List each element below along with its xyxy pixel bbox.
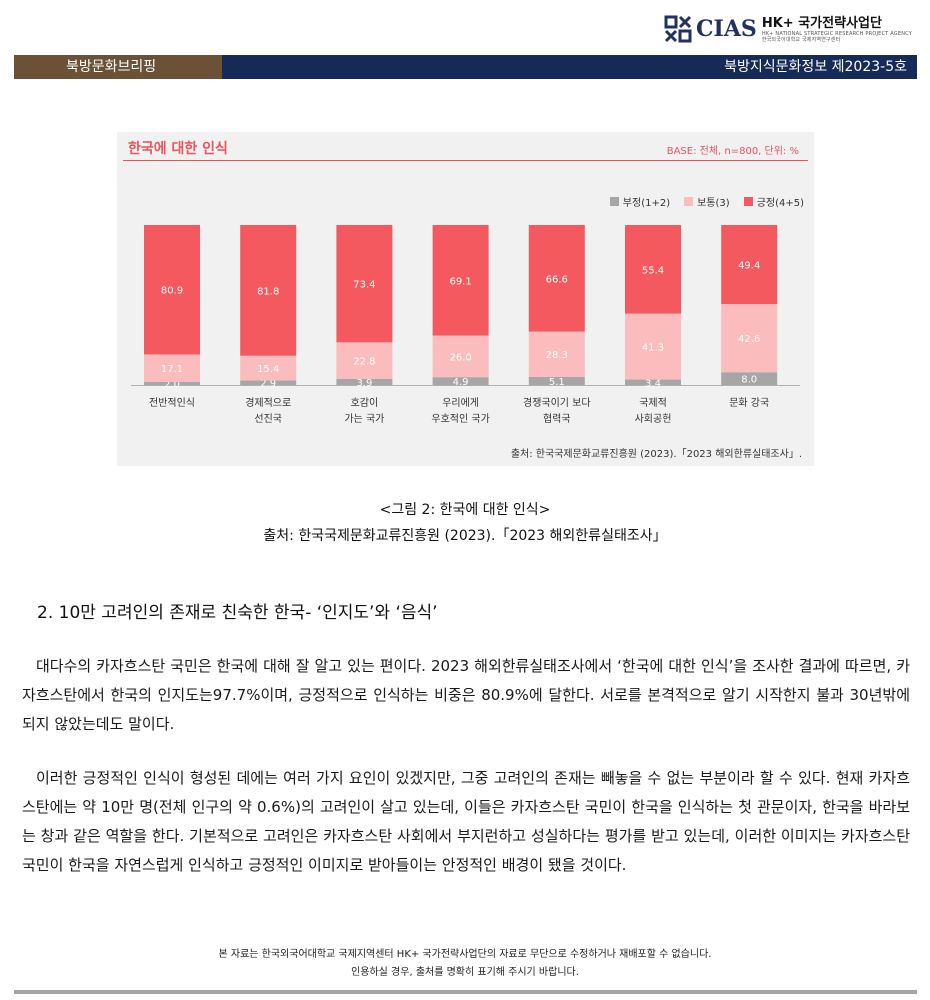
bar-value-label: 41.3 (642, 343, 664, 354)
legend-swatch-neutral (684, 197, 694, 206)
chart-base-note: BASE: 전체, n=800, 단위: % (666, 146, 799, 157)
cias-logo-icon (664, 15, 692, 43)
category-label: 전반적인식 (149, 397, 195, 409)
legend-item-negative: 부정(1+2) (609, 194, 671, 209)
figure-caption: <그림 2: 한국에 대한 인식> (379, 502, 551, 518)
bar-segment (721, 372, 778, 385)
bar-value-label: 49.4 (738, 261, 760, 272)
chart-source: 출처: 한국국제문화교류진흥원 (2023).「2023 해외한류실태조사」. (510, 449, 802, 460)
bar-value-label: 5.1 (549, 377, 565, 388)
bar-segment (336, 342, 393, 379)
category-label: 호감이 (351, 397, 379, 409)
legend-item-neutral: 보통(3) (684, 194, 730, 209)
bar-value-label: 2.9 (260, 379, 276, 390)
section-heading: 2. 10만 고려인의 존재로 친숙한 한국- ‘인지도’와 ‘음식’ (37, 603, 438, 623)
bar-segment (625, 225, 681, 314)
bar-value-label: 22.8 (353, 357, 375, 368)
cias-logo: CIAS HK+ 국가전략사업단 HK+ NATIONAL STRATEGIC … (664, 12, 912, 46)
bar-value-label: 17.1 (161, 364, 183, 375)
bar-segment (432, 377, 489, 385)
legend-label-negative: 부정(1+2) (622, 198, 671, 209)
bar-value-label: 80.9 (161, 286, 183, 297)
footer-note-line-2: 인용하실 경우, 출처를 명확히 표기해 주시기 바랍니다. (351, 967, 579, 978)
bar-segment (240, 355, 297, 381)
bar-value-label: 26.0 (449, 352, 471, 363)
logo-name: CIAS (696, 16, 757, 42)
bar-segment (336, 225, 393, 343)
footer-note-line-1: 본 자료는 한국외국어대학교 국제지역센터 HK+ 국가전략사업단의 자료로 무… (218, 949, 712, 960)
bar-value-label: 4.9 (453, 377, 469, 388)
category-label: 가는 국가 (344, 413, 384, 425)
header-series-name: 북방문화브리핑 (14, 55, 222, 79)
bar-value-label: 8.0 (741, 375, 757, 386)
category-label: 국제적 (639, 397, 667, 409)
category-label: 우리에게 (442, 397, 479, 409)
category-label: 사회공헌 (635, 413, 672, 425)
legend-label-positive: 긍정(4+5) (756, 198, 804, 209)
category-label: 문화 강국 (729, 397, 769, 409)
logo-subtitle-korean: 한국외국어대학교 국제지역연구센터 (761, 36, 841, 43)
bar-value-label: 2.0 (164, 379, 180, 390)
category-label: 협력국 (543, 412, 571, 425)
bar-segment (625, 379, 681, 385)
bar-value-label: 69.1 (449, 276, 471, 287)
chart-title: 한국에 대한 인식 (128, 141, 228, 157)
legend-swatch-negative (609, 197, 619, 206)
bar-segment (144, 381, 200, 385)
bar-segment (528, 331, 585, 377)
bar-segment (240, 380, 297, 385)
header-issue-number: 북방지식문화정보 제2023-5호 (222, 55, 917, 79)
category-label: 경제적으로 (245, 396, 291, 409)
bar-value-label: 81.8 (257, 286, 279, 297)
bar-segment (528, 376, 585, 385)
chart-legend: 부정(1+2) 보통(3) 긍정(4+5) (596, 194, 804, 209)
bar-segment (625, 313, 681, 380)
paragraph-1: 대다수의 카자흐스탄 국민은 한국에 대해 잘 알고 있는 편이다. 2023 … (22, 657, 910, 733)
bar-value-label: 28.3 (546, 350, 568, 361)
bar-segment (721, 304, 778, 373)
bar-segment (240, 225, 297, 356)
legend-label-neutral: 보통(3) (697, 198, 730, 209)
logo-title: HK+ 국가전략사업단 (761, 15, 882, 31)
bar-segment (336, 378, 393, 385)
chart-title-divider (123, 160, 808, 161)
bottom-bar (14, 990, 917, 994)
bar-value-label: 42.6 (738, 334, 760, 345)
category-label: 경쟁국이기 보다 (523, 396, 591, 409)
bar-segment (144, 354, 200, 382)
bar-segment (144, 225, 200, 355)
bar-value-label: 15.4 (257, 364, 279, 375)
bar-value-label: 3.9 (356, 378, 372, 389)
legend-swatch-positive (743, 197, 753, 206)
legend-item-positive: 긍정(4+5) (743, 194, 804, 209)
category-label: 우호적인 국가 (431, 413, 489, 425)
figure-source-caption: 출처: 한국국제문화교류진흥원 (2023).「2023 해외한류실태조사」 (263, 528, 667, 544)
bar-segment (432, 225, 489, 336)
bar-value-label: 73.4 (353, 280, 375, 291)
logo-subtitle: HK+ NATIONAL STRATEGIC RESEARCH PROJECT … (761, 30, 912, 37)
bar-value-label: 3.4 (645, 378, 661, 389)
bar-segment (432, 335, 489, 378)
category-label: 선진국 (254, 413, 282, 425)
paragraph-2: 이러한 긍정적인 인식이 형성된 데에는 여러 가지 요인이 있겠지만, 그중 … (22, 769, 910, 874)
bar-segment (528, 225, 585, 332)
bar-value-label: 55.4 (642, 265, 664, 276)
header-bar: 북방문화브리핑 북방지식문화정보 제2023-5호 (14, 55, 917, 79)
bar-value-label: 66.6 (546, 274, 568, 285)
bar-segment (721, 225, 778, 305)
